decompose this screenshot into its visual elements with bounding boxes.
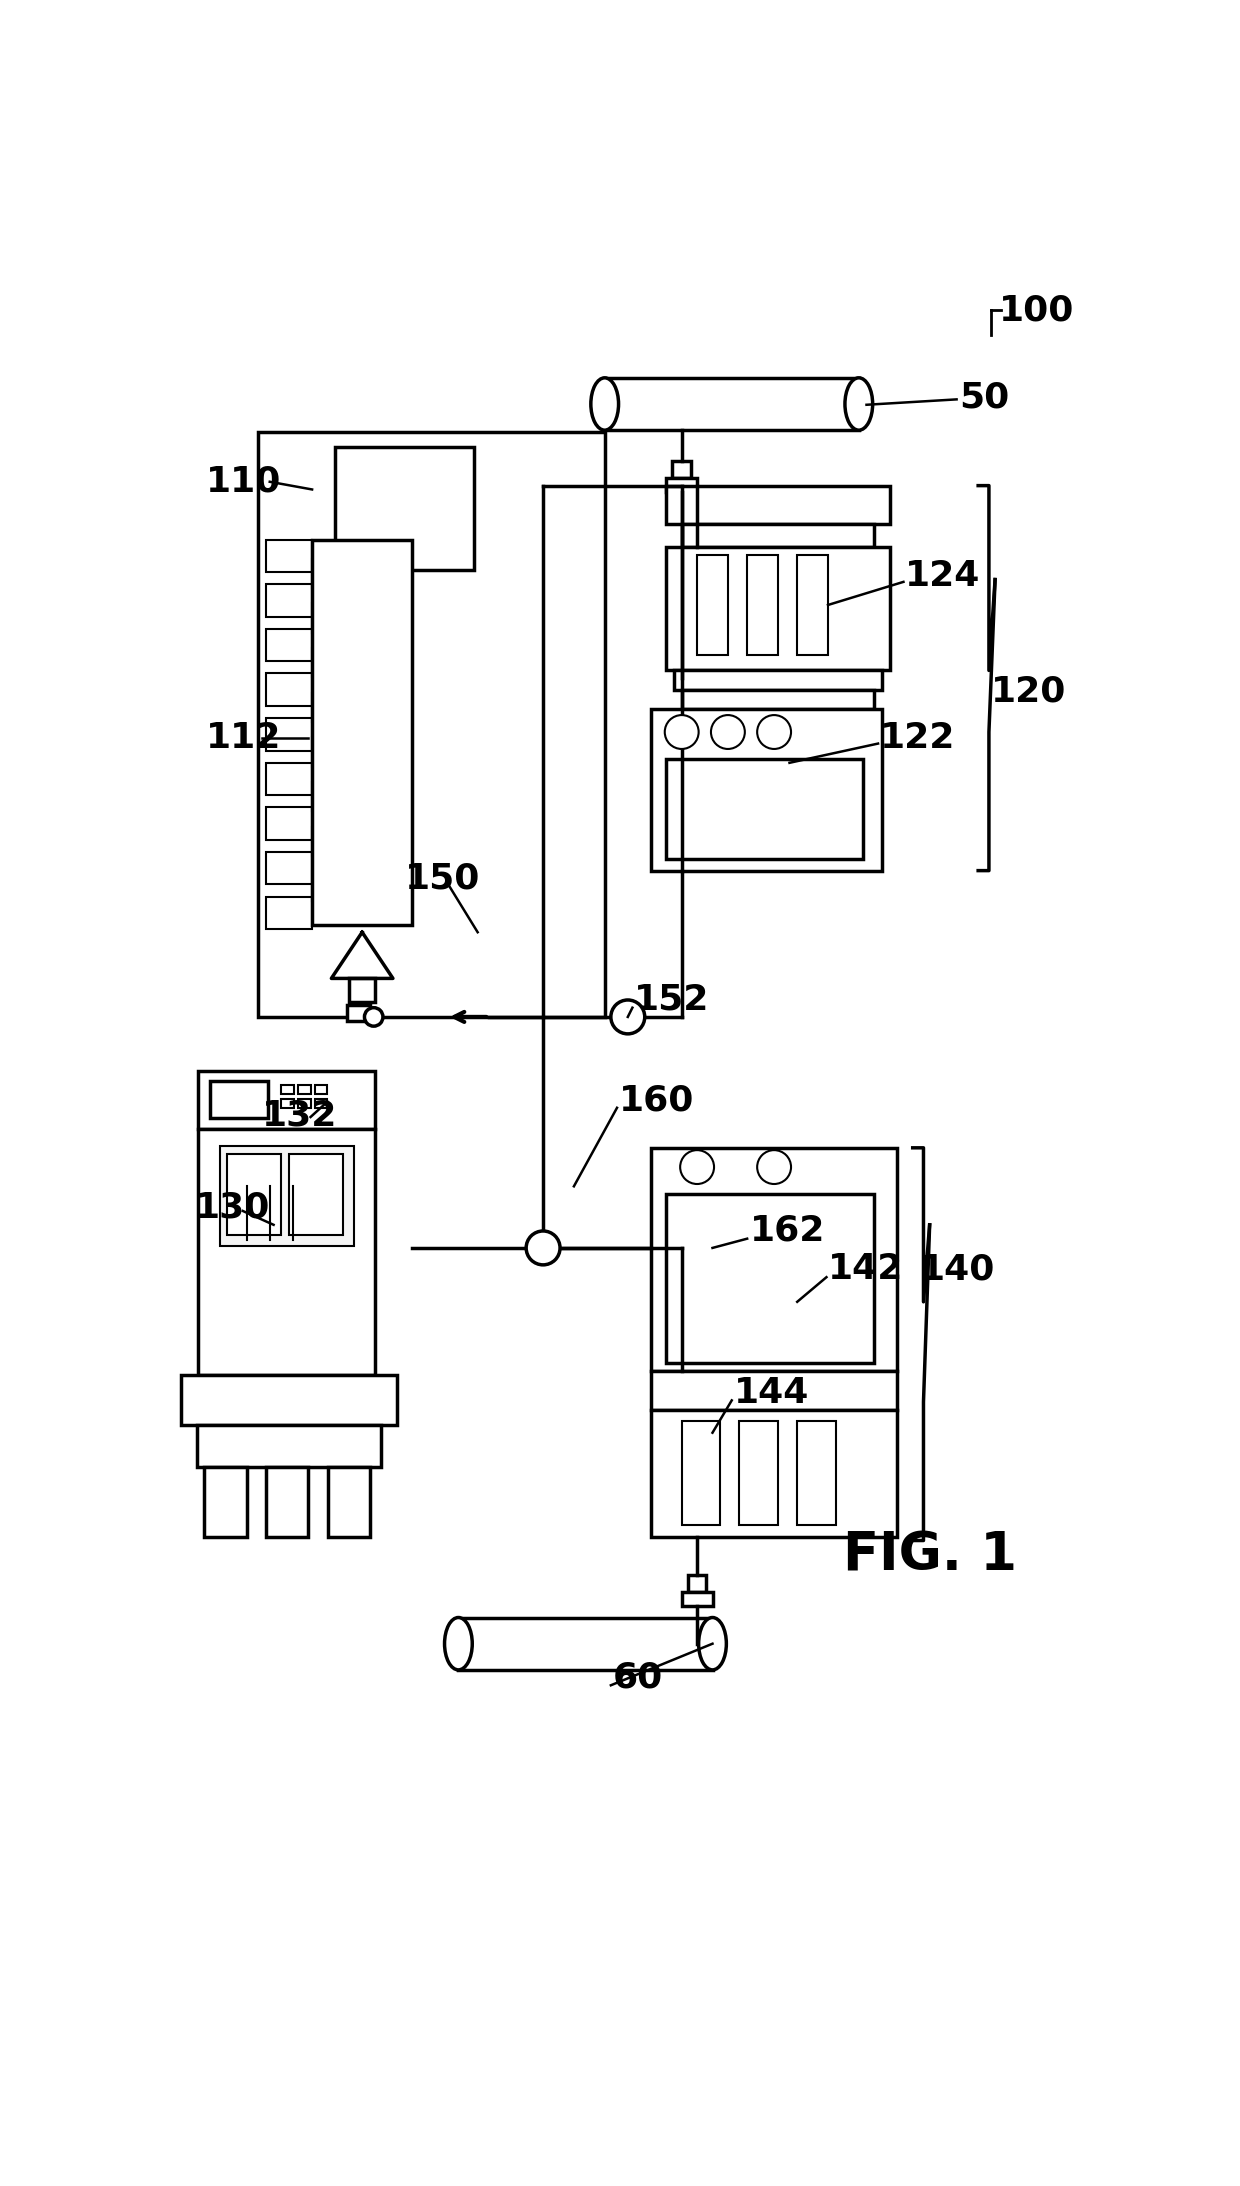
Text: 60: 60 — [613, 1661, 662, 1694]
Bar — [315, 1084, 327, 1093]
Bar — [265, 673, 312, 706]
Bar — [682, 1421, 720, 1526]
Bar — [265, 630, 312, 660]
Bar — [197, 1425, 382, 1467]
Bar — [198, 1128, 376, 1375]
Circle shape — [758, 1150, 791, 1185]
Bar — [459, 1618, 713, 1670]
Bar — [227, 1154, 281, 1235]
Circle shape — [365, 1008, 383, 1025]
Bar — [666, 546, 889, 671]
Bar — [797, 1421, 836, 1526]
Bar — [697, 555, 728, 656]
Bar — [682, 1591, 713, 1607]
Text: 120: 120 — [991, 675, 1066, 708]
Circle shape — [611, 999, 645, 1034]
Bar — [739, 1421, 777, 1526]
Bar — [651, 1410, 898, 1537]
Text: 150: 150 — [404, 861, 480, 896]
Bar — [312, 693, 358, 721]
Bar — [289, 1154, 343, 1235]
Bar — [312, 737, 358, 767]
Bar — [312, 826, 358, 857]
Bar — [605, 378, 859, 431]
Circle shape — [526, 1231, 560, 1266]
Bar — [350, 979, 376, 1001]
Bar — [219, 1145, 353, 1246]
Bar — [347, 1006, 370, 1021]
Bar — [666, 485, 889, 525]
Bar — [797, 555, 828, 656]
Bar — [666, 759, 863, 859]
Text: 50: 50 — [959, 380, 1009, 413]
Bar — [265, 540, 312, 573]
Bar — [281, 1084, 294, 1093]
Text: 130: 130 — [195, 1191, 270, 1224]
Bar — [265, 584, 312, 616]
Ellipse shape — [444, 1618, 472, 1670]
Bar — [315, 1100, 327, 1108]
Text: 160: 160 — [619, 1082, 694, 1117]
Bar — [299, 1100, 310, 1108]
Bar — [651, 708, 882, 870]
Text: 142: 142 — [828, 1253, 904, 1288]
Text: 144: 144 — [734, 1375, 810, 1410]
Ellipse shape — [698, 1618, 727, 1670]
Text: 124: 124 — [905, 560, 981, 592]
Bar — [312, 872, 358, 901]
Bar — [335, 448, 474, 571]
Bar — [312, 647, 358, 678]
Bar — [748, 555, 777, 656]
Ellipse shape — [844, 378, 873, 431]
Bar — [327, 1467, 370, 1537]
Text: 140: 140 — [920, 1253, 996, 1288]
Ellipse shape — [590, 378, 619, 431]
Polygon shape — [331, 931, 393, 979]
Bar — [265, 719, 312, 750]
Text: 162: 162 — [749, 1213, 825, 1248]
Bar — [299, 1084, 310, 1093]
Text: 122: 122 — [880, 721, 956, 754]
Text: 110: 110 — [206, 466, 281, 498]
Bar — [666, 1194, 874, 1364]
Bar — [312, 603, 358, 632]
Bar — [265, 853, 312, 885]
Text: 132: 132 — [262, 1100, 337, 1132]
Bar — [281, 1100, 294, 1108]
Bar — [672, 461, 691, 479]
Bar — [265, 896, 312, 929]
Text: 112: 112 — [206, 721, 281, 754]
Text: 152: 152 — [634, 984, 709, 1016]
Circle shape — [665, 715, 698, 750]
Bar — [675, 671, 882, 689]
Bar — [265, 1467, 309, 1537]
Bar — [312, 783, 358, 811]
Bar — [265, 763, 312, 796]
Bar — [258, 431, 605, 1016]
Bar — [265, 807, 312, 839]
Bar — [211, 1080, 268, 1117]
Bar — [651, 1148, 898, 1371]
Bar — [205, 1467, 247, 1537]
Text: 100: 100 — [999, 293, 1074, 328]
Bar — [312, 560, 358, 588]
Bar — [198, 1071, 376, 1128]
Bar — [666, 479, 697, 492]
Bar — [312, 540, 412, 925]
Bar — [682, 689, 874, 708]
Circle shape — [758, 715, 791, 750]
Bar — [688, 1576, 707, 1591]
Text: FIG. 1: FIG. 1 — [843, 1530, 1017, 1583]
Circle shape — [711, 715, 745, 750]
Circle shape — [681, 1150, 714, 1185]
Bar — [682, 525, 874, 546]
Bar — [651, 1371, 898, 1410]
Bar — [181, 1375, 397, 1425]
